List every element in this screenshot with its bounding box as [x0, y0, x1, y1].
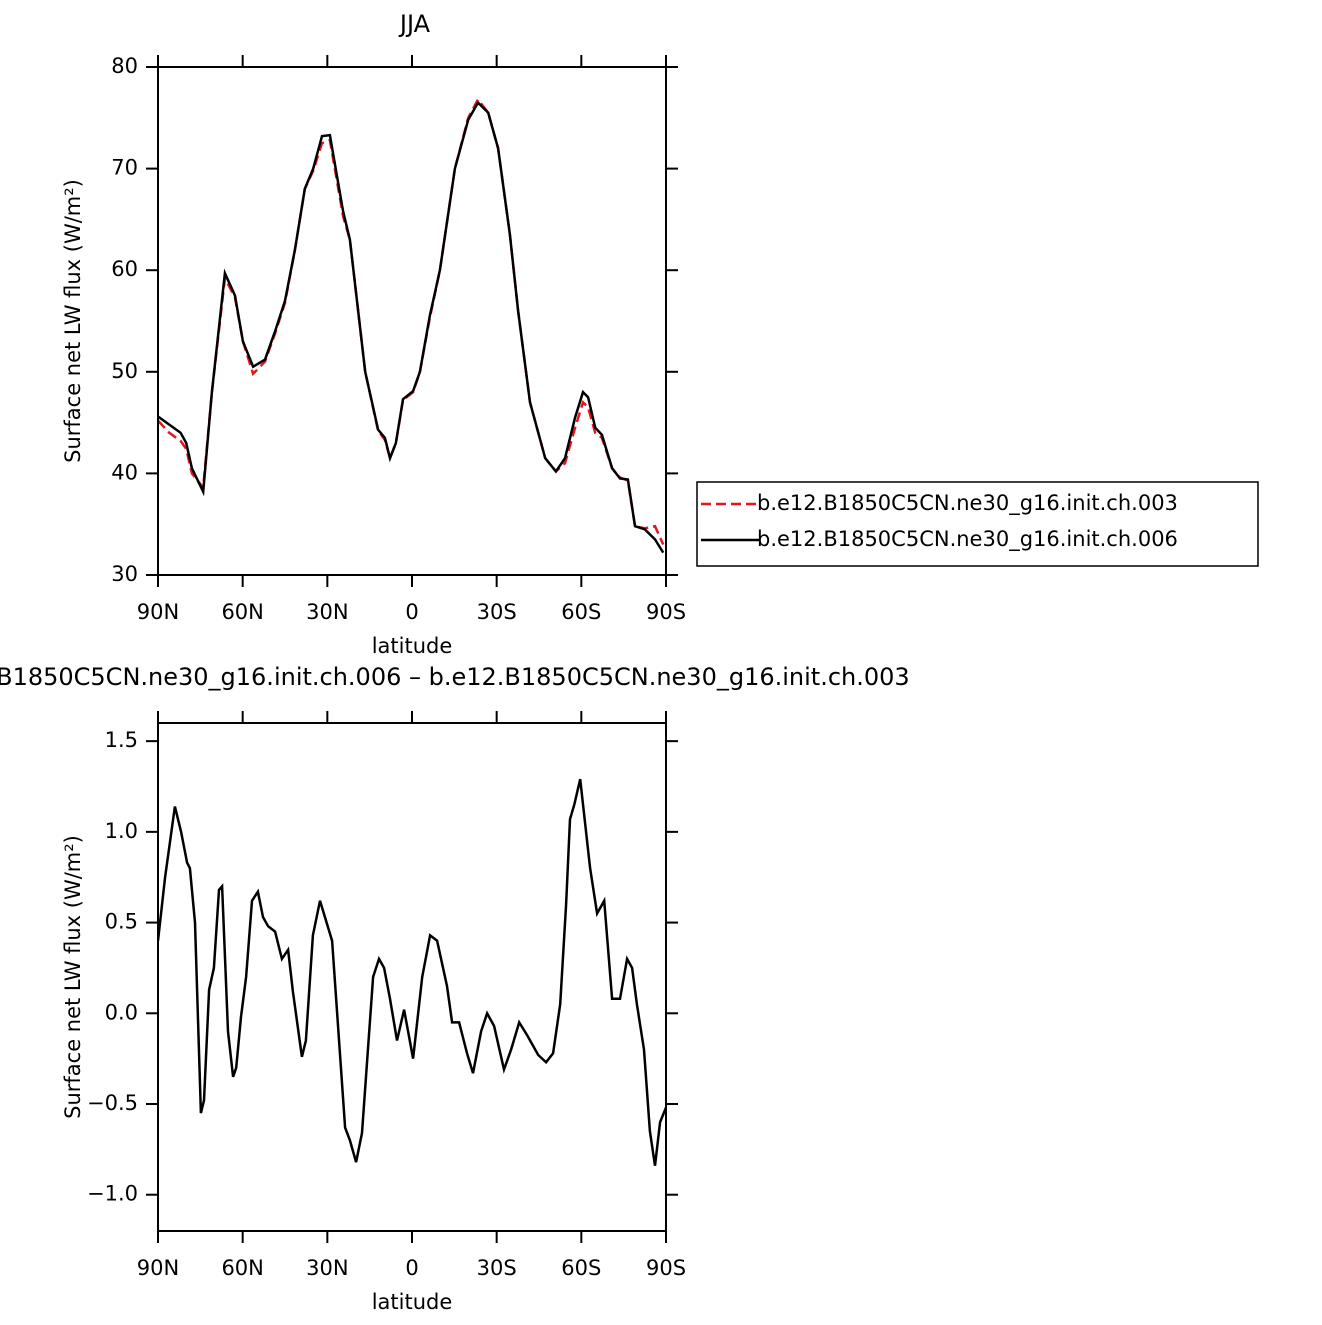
y-axis-label: Surface net LW flux (W/m²) — [61, 835, 85, 1119]
y-tick-label: 1.5 — [105, 728, 138, 752]
legend-label: b.e12.B1850C5CN.ne30_g16.init.ch.003 — [757, 491, 1178, 516]
plot-frame — [157, 66, 667, 576]
y-tick-label: 1.0 — [105, 819, 138, 843]
x-tick-label: 30N — [306, 600, 348, 624]
plot-frame — [157, 722, 667, 1232]
x-tick-label: 90S — [646, 1256, 686, 1280]
series-line — [158, 97, 665, 546]
x-tick-label: 60S — [561, 600, 601, 624]
x-tick-label: 30S — [477, 1256, 517, 1280]
x-tick-label: 90S — [646, 600, 686, 624]
y-tick-label: −0.5 — [87, 1091, 138, 1115]
x-tick-label: 0 — [405, 1256, 418, 1280]
y-tick-label: 70 — [111, 156, 138, 180]
x-tick-label: 90N — [137, 1256, 179, 1280]
y-tick-label: −1.0 — [87, 1182, 138, 1206]
series-line — [158, 100, 665, 554]
x-axis-label: latitude — [372, 634, 453, 658]
legend-label: b.e12.B1850C5CN.ne30_g16.init.ch.006 — [757, 527, 1178, 552]
x-tick-label: 0 — [405, 600, 418, 624]
y-tick-label: 0.0 — [105, 1000, 138, 1024]
x-tick-label: 30S — [477, 600, 517, 624]
x-tick-label: 30N — [306, 1256, 348, 1280]
y-tick-label: 40 — [111, 460, 138, 484]
chart-title: JJA — [398, 10, 431, 38]
series-line — [158, 778, 666, 1166]
x-tick-label: 90N — [137, 600, 179, 624]
chart-title: b.e12.B1850C5CN.ne30_g16.init.ch.006 – b… — [0, 663, 910, 691]
y-tick-label: 0.5 — [105, 910, 138, 934]
legend-box — [696, 481, 1259, 567]
y-tick-label: 50 — [111, 359, 138, 383]
y-axis-label: Surface net LW flux (W/m²) — [61, 179, 85, 463]
y-tick-label: 60 — [111, 257, 138, 281]
y-tick-label: 30 — [111, 562, 138, 586]
x-tick-label: 60N — [221, 1256, 263, 1280]
x-tick-label: 60N — [221, 600, 263, 624]
y-tick-label: 80 — [111, 54, 138, 78]
x-axis-label: latitude — [372, 1290, 453, 1314]
x-tick-label: 60S — [561, 1256, 601, 1280]
